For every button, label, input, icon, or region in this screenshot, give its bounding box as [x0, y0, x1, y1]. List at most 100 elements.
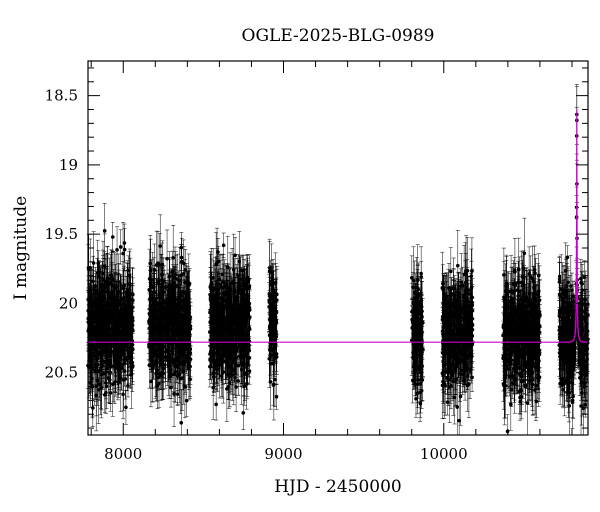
- data-point: [179, 420, 184, 425]
- data-point: [158, 244, 163, 248]
- data-point: [163, 350, 168, 354]
- data-point: [117, 280, 121, 284]
- data-point: [127, 304, 132, 309]
- data-point: [114, 285, 118, 290]
- data-point: [164, 324, 169, 328]
- data-point: [102, 264, 107, 268]
- data-point: [125, 314, 129, 318]
- data-point: [158, 328, 163, 333]
- data-point: [99, 372, 104, 376]
- data-point: [162, 301, 167, 305]
- data-point: [93, 338, 98, 342]
- data-point: [124, 405, 128, 410]
- data-point: [157, 292, 162, 297]
- data-point: [102, 229, 107, 233]
- data-point: [163, 355, 168, 359]
- data-point: [156, 332, 161, 336]
- data-point: [147, 342, 151, 347]
- data-point: [116, 289, 121, 294]
- data-point: [110, 310, 115, 314]
- data-point: [152, 285, 156, 290]
- data-point: [122, 241, 127, 245]
- data-point: [116, 350, 121, 354]
- data-point: [108, 391, 113, 395]
- data-point: [150, 347, 155, 352]
- data-point: [154, 359, 159, 364]
- data-point: [148, 303, 153, 308]
- data-point: [129, 356, 133, 360]
- data-point: [103, 335, 107, 340]
- data-point: [161, 345, 166, 349]
- data-point: [99, 337, 104, 342]
- data-point: [155, 368, 159, 372]
- data-point: [177, 320, 181, 325]
- data-point: [121, 251, 125, 256]
- data-point: [185, 298, 190, 302]
- data-point: [163, 285, 168, 289]
- data-point: [169, 385, 173, 390]
- data-point: [114, 364, 118, 369]
- data-point: [179, 294, 183, 298]
- data-point: [179, 245, 184, 250]
- data-point: [102, 294, 106, 299]
- data-point: [177, 290, 181, 294]
- data-point: [152, 312, 157, 317]
- data-point: [125, 330, 130, 335]
- data-point: [156, 308, 160, 312]
- data-point: [154, 263, 159, 267]
- data-point: [186, 333, 190, 338]
- data-point: [121, 324, 125, 329]
- data-point: [150, 310, 155, 314]
- data-point: [92, 368, 97, 373]
- data-point: [92, 354, 97, 358]
- data-point: [115, 248, 119, 252]
- data-point: [188, 357, 193, 362]
- data-point: [96, 387, 101, 392]
- data-point: [104, 384, 109, 389]
- data-point: [108, 360, 112, 365]
- data-point: [95, 296, 100, 301]
- data-point: [179, 347, 184, 352]
- data-point: [155, 383, 160, 388]
- data-point: [122, 247, 127, 252]
- data-point: [148, 261, 152, 266]
- data-point: [123, 377, 128, 381]
- data-point: [150, 319, 155, 323]
- data-point: [102, 393, 107, 397]
- data-point: [88, 380, 93, 385]
- data-point: [112, 342, 117, 347]
- data-point: [110, 382, 115, 386]
- data-point: [126, 384, 130, 388]
- data-point: [123, 361, 127, 366]
- data-point: [181, 272, 186, 276]
- data-point: [165, 256, 169, 261]
- data-point: [173, 297, 177, 302]
- data-point: [188, 364, 192, 369]
- data-point: [106, 336, 111, 340]
- data-point: [178, 376, 183, 381]
- data-point: [175, 392, 180, 396]
- data-point: [149, 281, 153, 286]
- data-point: [184, 398, 189, 403]
- data-point: [107, 281, 112, 285]
- data-point: [154, 323, 159, 327]
- data-point: [108, 296, 112, 300]
- data-point: [161, 279, 166, 283]
- data-point: [111, 300, 116, 305]
- data-point: [130, 363, 135, 368]
- data-point: [183, 309, 188, 313]
- data-point: [100, 289, 104, 294]
- data-point: [180, 350, 184, 355]
- data-point: [110, 235, 115, 239]
- data-point: [89, 346, 94, 350]
- data-point: [126, 268, 131, 273]
- data-point: [152, 268, 157, 272]
- data-point: [187, 281, 192, 286]
- data-point: [117, 302, 122, 307]
- data-point: [131, 305, 135, 310]
- data-point: [173, 369, 178, 374]
- data-point: [171, 361, 176, 366]
- data-point: [179, 259, 184, 264]
- data-point: [115, 332, 119, 336]
